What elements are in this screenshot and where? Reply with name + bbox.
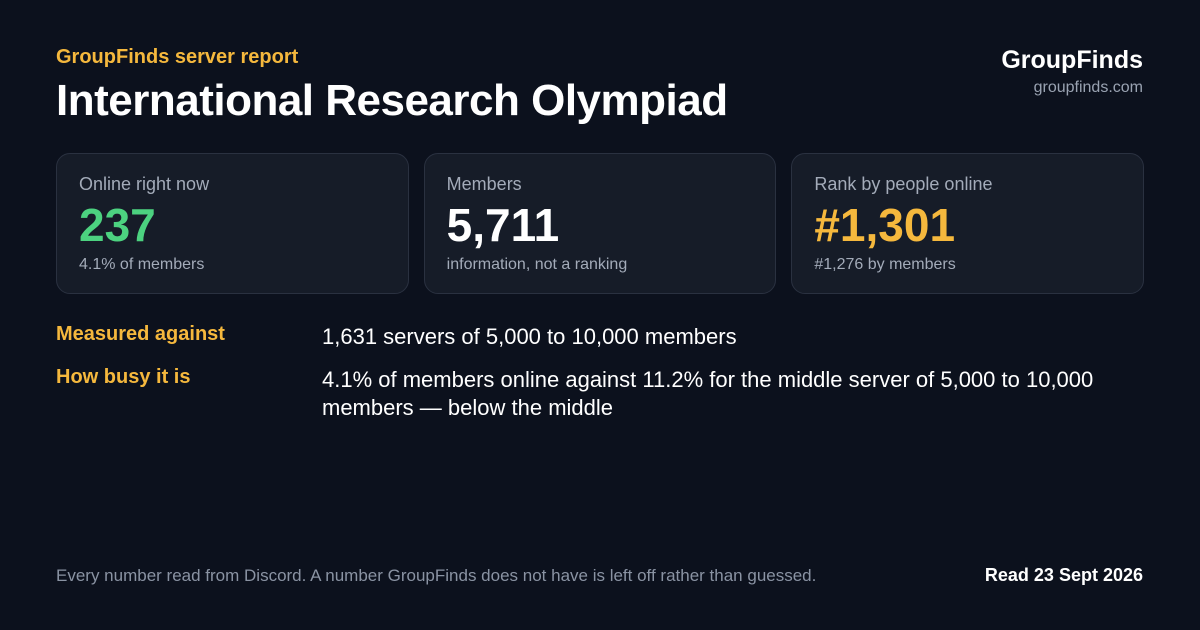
- online-now-card: Online right now 237 4.1% of members: [56, 153, 409, 294]
- detail-row-how-busy: How busy it is 4.1% of members online ag…: [56, 366, 1144, 422]
- detail-text: 1,631 servers of 5,000 to 10,000 members: [322, 324, 737, 349]
- page-title: International Research Olympiad: [56, 76, 728, 125]
- card-note: #1,276 by members: [814, 256, 956, 273]
- rank-card: Rank by people online #1,301 #1,276 by m…: [791, 153, 1145, 294]
- card-note: 4.1% of members: [79, 256, 205, 273]
- stat-cards: Online right now 237 4.1% of members Mem…: [56, 153, 1145, 294]
- brand-block: GroupFinds groupfinds.com: [1001, 46, 1143, 97]
- read-date: Read 23 Sept 2026: [984, 565, 1143, 585]
- brand-url: groupfinds.com: [1033, 79, 1143, 96]
- rank-value: #1,301: [814, 199, 956, 251]
- card-note: information, not a ranking: [446, 256, 628, 273]
- detail-text: 4.1% of members online against 11.2% for…: [322, 367, 1094, 420]
- report-eyebrow: GroupFinds server report: [56, 46, 299, 68]
- card-label: Rank by people online: [814, 174, 993, 194]
- members-card: Members 5,711 information, not a ranking: [423, 153, 777, 294]
- detail-label: How busy it is: [56, 366, 191, 388]
- brand-name: GroupFinds: [1001, 46, 1143, 74]
- detail-row-measured-against: Measured against 1,631 servers of 5,000 …: [56, 323, 1144, 351]
- member-count: 5,711: [446, 199, 560, 251]
- card-label: Members: [446, 174, 522, 194]
- card-label: Online right now: [79, 174, 210, 194]
- online-count: 237: [79, 199, 156, 251]
- detail-label: Measured against: [56, 323, 225, 345]
- footer-disclaimer: Every number read from Discord. A number…: [56, 566, 817, 585]
